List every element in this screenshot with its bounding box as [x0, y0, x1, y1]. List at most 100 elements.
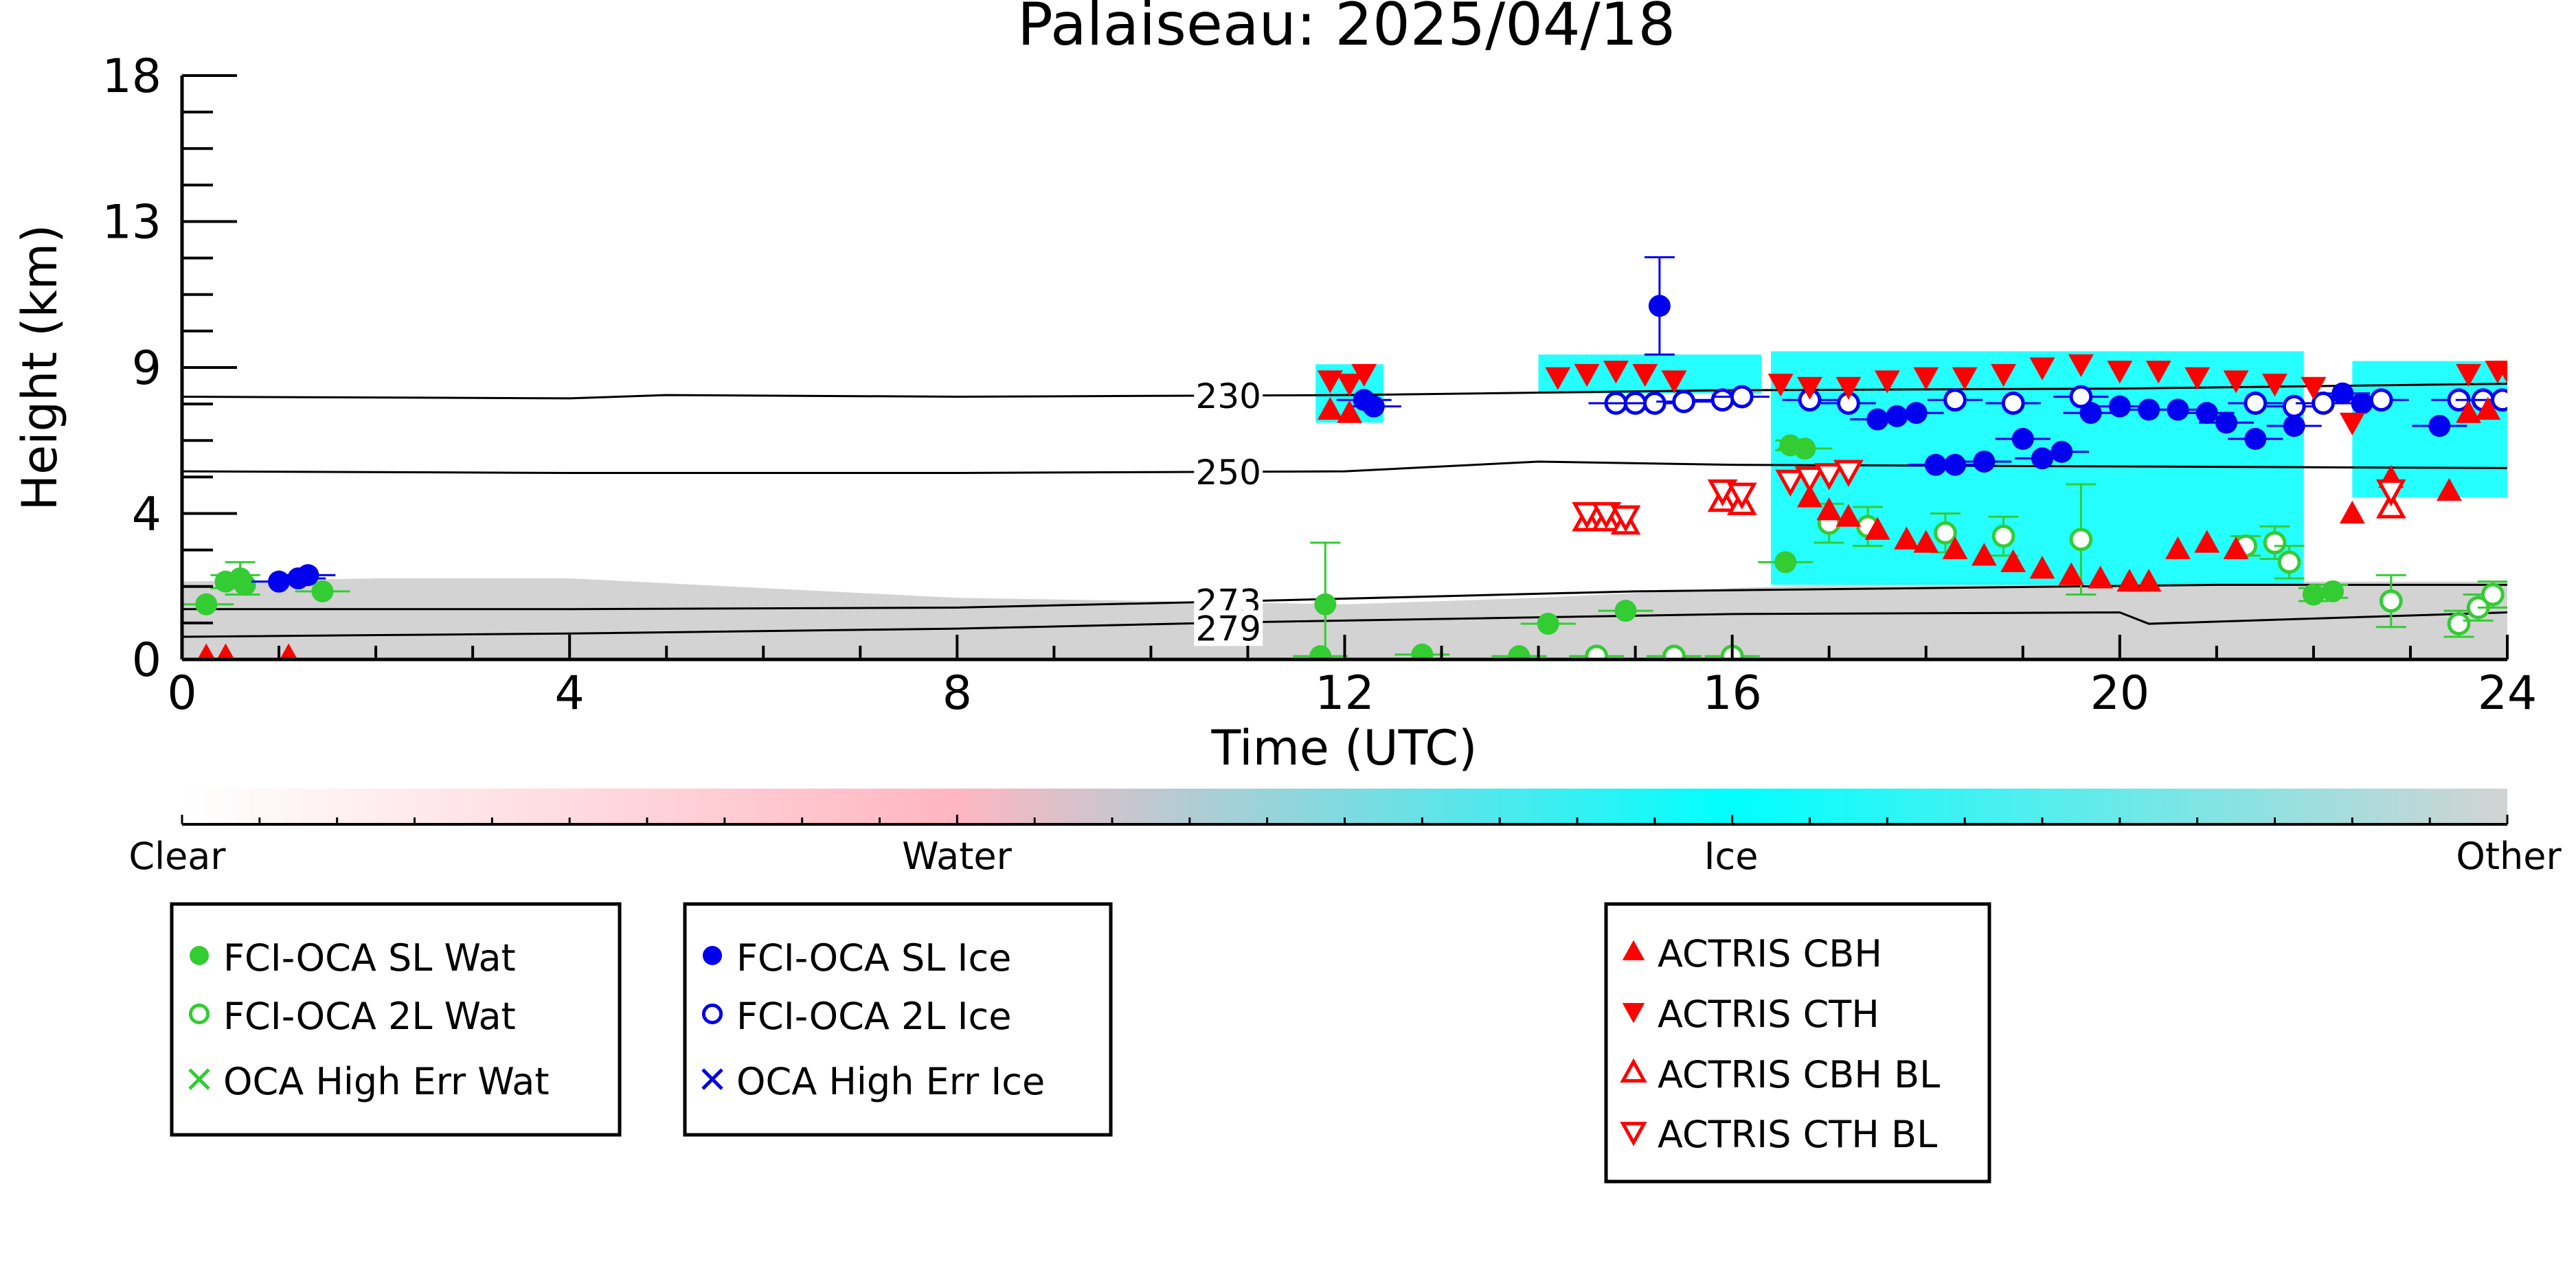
- chart-title: Palaiseau: 2025/04/18: [1017, 0, 1675, 59]
- data-point: [2031, 447, 2053, 470]
- data-point: [297, 564, 319, 587]
- data-point: [1610, 505, 1641, 532]
- data-point: [2301, 376, 2327, 400]
- data-point: [2456, 363, 2482, 387]
- other-class-layer: [182, 578, 2507, 659]
- legend-box-3: ACTRIS CBH ACTRIS CTH ACTRIS CBH BL ACTRIS …: [1604, 902, 1991, 1184]
- data-point: [2302, 583, 2325, 606]
- colorbar-label-clear: Clear: [128, 835, 226, 878]
- data-point: [2331, 382, 2354, 405]
- data-point: [216, 643, 235, 659]
- legend-marker: [703, 946, 722, 965]
- data-point: [1648, 295, 1671, 317]
- data-point: [1874, 370, 1900, 394]
- data-point: [311, 580, 334, 602]
- legend-marker: [1620, 1058, 1647, 1083]
- data-point: [1545, 367, 1571, 390]
- legend-label: FCI-OCA 2L Wat: [223, 995, 516, 1038]
- legend-box-1: FCI-OCA SL Wat FCI-OCA 2L Wat OCA High Err…: [170, 902, 622, 1137]
- isotherm-label-bg: [1194, 610, 1263, 646]
- data-point: [2277, 550, 2301, 574]
- y-tick-label: 13: [102, 196, 161, 250]
- data-point: [2108, 395, 2131, 418]
- data-point: [2244, 392, 2268, 415]
- data-point: [2145, 361, 2171, 384]
- data-point: [1317, 396, 1343, 420]
- data-point: [2491, 388, 2507, 412]
- data-point: [1973, 450, 1996, 473]
- data-point: [2029, 357, 2055, 381]
- data-point: [2223, 536, 2249, 560]
- legend-marker: [701, 1068, 723, 1090]
- data-point: [234, 574, 256, 596]
- data-point: [2069, 528, 2093, 552]
- y-tick-label: 18: [102, 49, 161, 104]
- legend-marker: [188, 1068, 210, 1090]
- data-point: [2456, 400, 2482, 423]
- x-tick-label: 8: [942, 666, 972, 721]
- data-point: [2481, 583, 2505, 607]
- data-point: [1794, 466, 1825, 494]
- data-point: [1952, 367, 1978, 390]
- data-point: [2136, 569, 2162, 592]
- data-point: [2322, 580, 2345, 602]
- data-point: [2165, 536, 2191, 560]
- x-stroke: [188, 1068, 210, 1090]
- isotherm-label: 230: [1196, 376, 1261, 416]
- data-point: [2001, 392, 2025, 415]
- data-point: [1614, 600, 1637, 622]
- y-tick-label: 9: [132, 341, 161, 396]
- data-point: [2050, 440, 2073, 463]
- data-point: [1991, 363, 2017, 387]
- isotherm-273: [182, 583, 2507, 611]
- data-point: [2375, 479, 2406, 507]
- legend-frame: [170, 902, 622, 1137]
- data-point: [1314, 593, 1337, 615]
- x-tick-label: 0: [167, 666, 196, 721]
- data-point: [2494, 361, 2507, 384]
- data-point: [2223, 370, 2249, 394]
- data-point: [1835, 504, 1862, 527]
- data-point: [2283, 415, 2305, 437]
- data-point: [1537, 613, 1559, 635]
- legend-label: FCI-OCA SL Wat: [223, 936, 516, 980]
- x-tick-label: 16: [1702, 666, 1762, 721]
- isotherm-230: [181, 383, 2508, 400]
- colorbar-ticks: [181, 815, 2509, 824]
- data-point: [268, 570, 291, 593]
- data-point: [2116, 569, 2143, 592]
- legend-label: FCI-OCA SL Ice: [736, 936, 1011, 980]
- isotherm-250: [181, 460, 2508, 474]
- data-point: [1905, 402, 1928, 425]
- data-point: [1913, 367, 1939, 390]
- data-point: [197, 643, 216, 659]
- series-actris-cbh: [197, 396, 2501, 659]
- data-point: [1707, 479, 1738, 507]
- data-point: [1991, 524, 2015, 548]
- data-point: [1661, 370, 1687, 394]
- data-point: [1351, 363, 1377, 387]
- data-point: [1944, 453, 1967, 476]
- data-point: [2263, 531, 2287, 554]
- data-point: [1710, 388, 1735, 412]
- data-point: [1574, 363, 1600, 387]
- data-point: [1943, 388, 1967, 412]
- data-point: [2215, 411, 2237, 434]
- data-point: [2379, 589, 2403, 613]
- series-actris-cth: [1317, 354, 2507, 436]
- data-point: [2029, 556, 2055, 579]
- data-point: [1934, 521, 1957, 545]
- data-point: [2184, 367, 2211, 390]
- data-point: [2195, 402, 2218, 425]
- data-point: [2069, 385, 2093, 409]
- data-point: [1362, 395, 1385, 418]
- data-point: [2428, 415, 2451, 437]
- isotherm-label: 250: [1196, 453, 1261, 493]
- series-actris-cth-bl: [1572, 460, 2406, 532]
- data-point: [2244, 427, 2267, 450]
- colorbar-label-ice: Ice: [1704, 835, 1759, 878]
- legend-label: OCA High Err Wat: [223, 1060, 550, 1103]
- data-point: [1797, 376, 1822, 400]
- isotherm-label-bg: [1194, 453, 1263, 490]
